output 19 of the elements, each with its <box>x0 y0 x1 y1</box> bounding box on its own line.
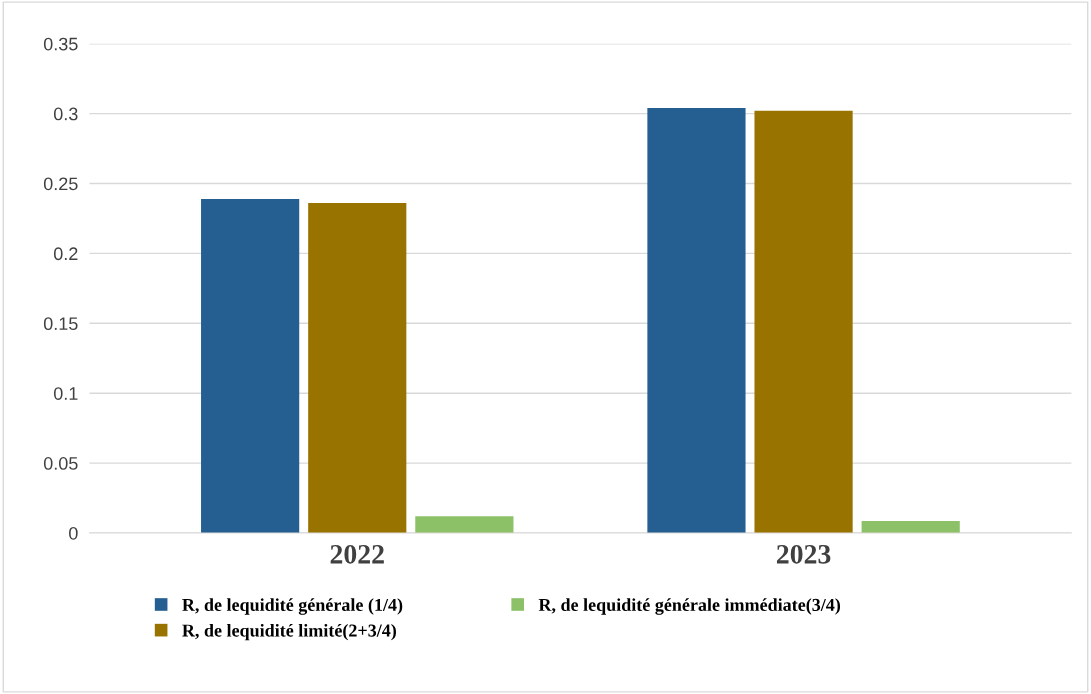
y-tick-label: 0.2 <box>53 247 78 261</box>
legend-label: R, de lequidité limité(2+3/4) <box>182 623 396 641</box>
x-tick-label: 2023 <box>776 544 831 564</box>
y-tick-label: 0.25 <box>43 177 78 191</box>
y-tick-label: 0.35 <box>43 37 78 51</box>
legend-label: R, de lequidité générale immédiate(3/4) <box>538 598 841 615</box>
legend-label: R, de lequidité générale (1/4) <box>182 598 403 615</box>
bar <box>861 521 960 533</box>
y-tick-label: 0.05 <box>43 457 78 470</box>
y-tick-label: 0.15 <box>43 317 78 331</box>
bar <box>308 203 407 533</box>
bar <box>415 516 514 533</box>
bar <box>647 108 746 533</box>
bar <box>754 110 853 533</box>
y-tick-label: 0.3 <box>53 107 78 121</box>
bar <box>201 198 300 533</box>
x-tick-label: 2022 <box>330 544 384 564</box>
y-tick-label: 0.1 <box>53 387 78 400</box>
y-tick-label: 0 <box>69 526 78 540</box>
